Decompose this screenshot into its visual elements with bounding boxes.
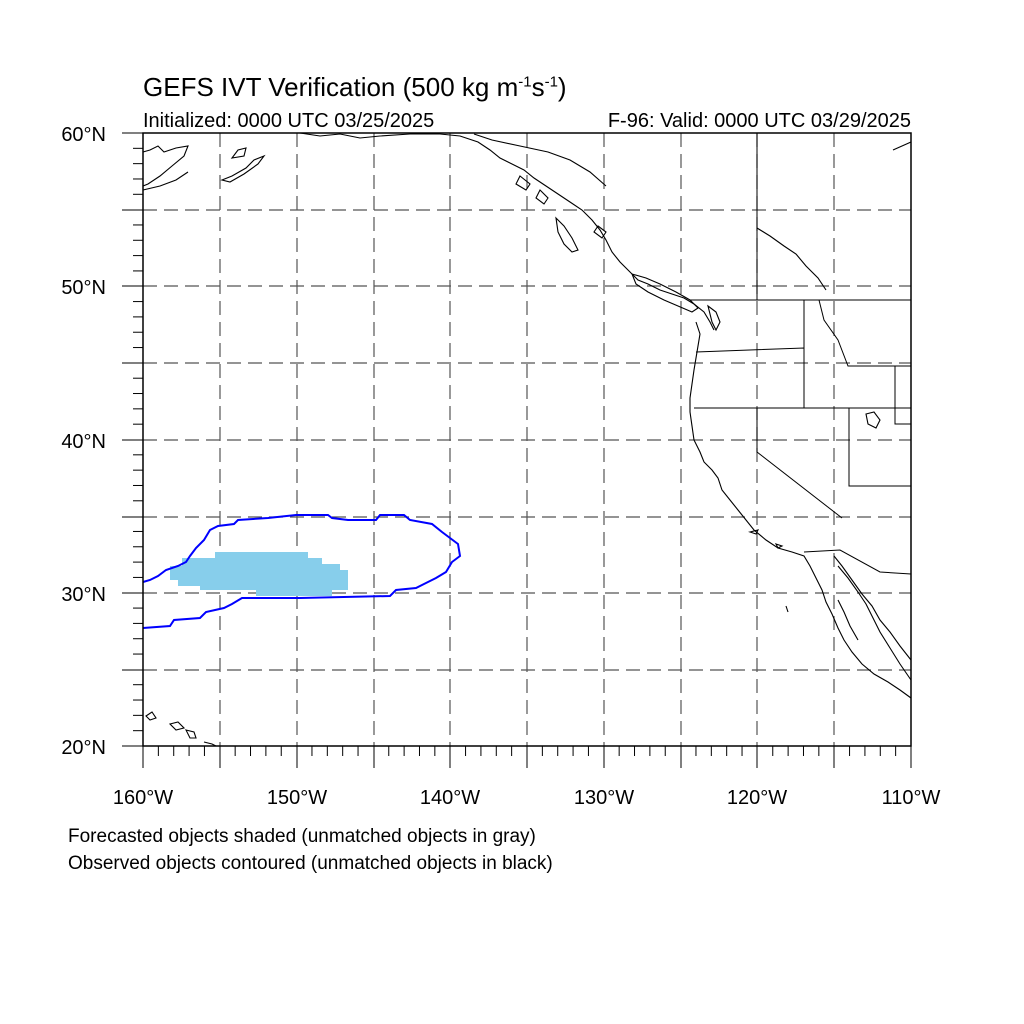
observed-note: Observed objects contoured (unmatched ob… xyxy=(68,853,553,874)
grid-lines xyxy=(143,133,911,746)
lat-label-50: 50°N xyxy=(61,277,106,299)
lon-label-110: 110°W xyxy=(882,787,941,809)
axis-ticks xyxy=(122,132,912,768)
forecast-object xyxy=(170,552,348,596)
observed-contour xyxy=(142,514,462,629)
map-title: GEFS IVT Verification (500 kg m-1s-1) xyxy=(143,72,567,102)
minor-ticks xyxy=(133,147,897,756)
coastlines xyxy=(142,132,912,747)
borders xyxy=(690,133,912,575)
lon-label-130: 130°W xyxy=(574,787,634,809)
initialized-label: Initialized: 0000 UTC 03/25/2025 xyxy=(143,110,435,132)
valid-time-label: F-96: Valid: 0000 UTC 03/29/2025 xyxy=(607,110,911,132)
lat-label-30: 30°N xyxy=(61,584,106,606)
lat-label-40: 40°N xyxy=(61,431,106,453)
lon-label-150: 150°W xyxy=(267,787,327,809)
lon-label-160: 160°W xyxy=(113,787,173,809)
lat-label-20: 20°N xyxy=(61,737,106,759)
lon-label-140: 140°W xyxy=(420,787,480,809)
lon-label-120: 120°W xyxy=(727,787,787,809)
lat-label-60: 60°N xyxy=(61,124,106,146)
forecast-note: Forecasted objects shaded (unmatched obj… xyxy=(68,826,536,847)
